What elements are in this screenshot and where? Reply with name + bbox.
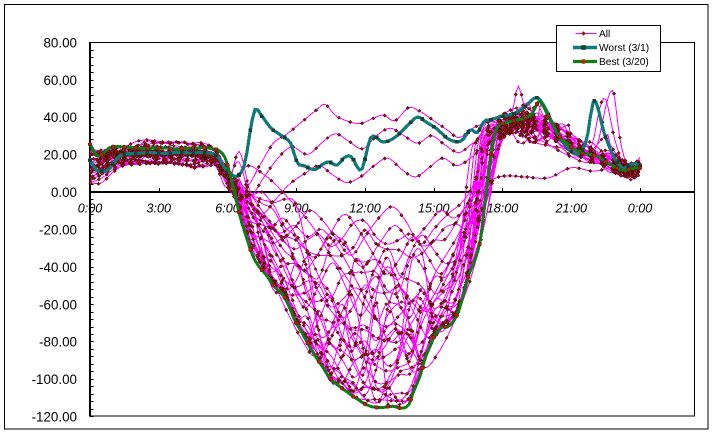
svg-text:-80.00: -80.00 <box>39 335 77 350</box>
svg-text:0:00: 0:00 <box>78 201 103 215</box>
svg-text:18:00: 18:00 <box>487 201 519 215</box>
svg-text:-40.00: -40.00 <box>39 260 77 275</box>
svg-text:0.00: 0.00 <box>51 185 77 200</box>
svg-text:Best (3/20): Best (3/20) <box>599 57 649 68</box>
svg-text:6:00: 6:00 <box>215 201 240 215</box>
svg-text:12:00: 12:00 <box>349 201 381 215</box>
svg-text:40.00: 40.00 <box>43 110 77 125</box>
svg-text:0:00: 0:00 <box>628 201 653 215</box>
svg-text:All: All <box>599 29 610 40</box>
svg-text:Worst (3/1): Worst (3/1) <box>599 43 649 54</box>
svg-text:15:00: 15:00 <box>418 201 450 215</box>
svg-text:-120.00: -120.00 <box>32 410 77 425</box>
svg-text:3:00: 3:00 <box>147 201 172 215</box>
svg-text:60.00: 60.00 <box>43 73 77 88</box>
svg-text:-60.00: -60.00 <box>39 297 77 312</box>
svg-text:-100.00: -100.00 <box>32 372 77 387</box>
svg-text:20.00: 20.00 <box>43 148 77 163</box>
svg-text:80.00: 80.00 <box>43 35 77 50</box>
svg-text:9:00: 9:00 <box>284 201 309 215</box>
svg-text:21:00: 21:00 <box>554 201 587 215</box>
svg-text:-20.00: -20.00 <box>39 222 77 237</box>
